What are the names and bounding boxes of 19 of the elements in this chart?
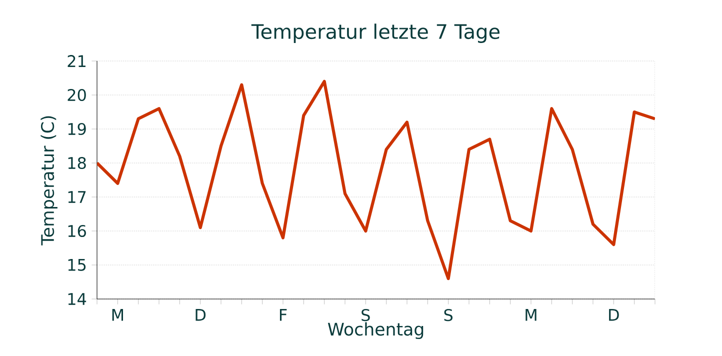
- x-tick-label: M: [112, 309, 124, 321]
- x-tick-label: D: [196, 309, 206, 321]
- x-tick-label: F: [280, 309, 287, 321]
- x-tick-label: D: [609, 309, 619, 321]
- y-tick-label: 18: [68, 156, 86, 170]
- y-tick-label: 15: [68, 259, 86, 271]
- y-tick-label: 16: [68, 224, 86, 238]
- x-tick-label: S: [444, 309, 453, 322]
- x-tick-label: M: [526, 309, 536, 321]
- y-tick-label: 14: [68, 293, 86, 305]
- line-series: [97, 80, 655, 280]
- y-axis-title: Temperatur (C): [40, 116, 58, 246]
- y-tick-label: 19: [68, 122, 86, 136]
- y-tick-label: 17: [68, 191, 86, 203]
- y-tick-label: 21: [68, 55, 86, 67]
- chart-title: Temperatur letzte 7 Tage: [251, 24, 500, 43]
- y-tick-label: 20: [68, 88, 86, 102]
- x-tick-label: S: [362, 309, 370, 322]
- x-axis-title: Wochentag: [328, 322, 424, 340]
